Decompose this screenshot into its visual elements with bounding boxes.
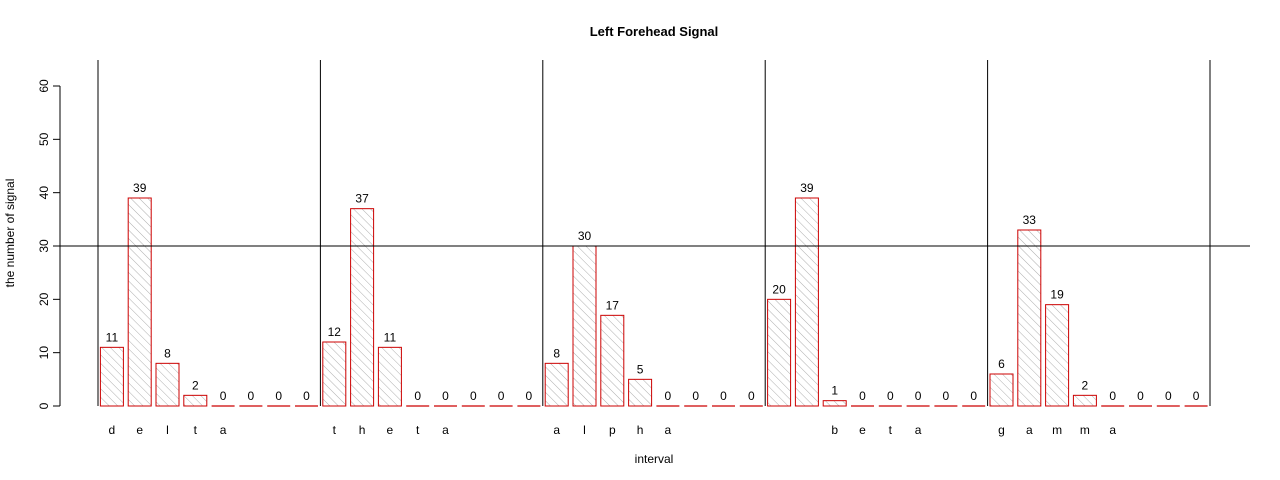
x-letter-label: a [1109, 423, 1116, 437]
x-letter-label: t [416, 423, 420, 437]
data-label: 0 [1137, 389, 1144, 403]
bar [350, 208, 375, 407]
data-label: 0 [470, 389, 477, 403]
data-label: 39 [133, 181, 147, 195]
y-tick-label: 0 [37, 402, 51, 409]
y-tick-label: 20 [37, 292, 51, 306]
y-tick-label: 60 [37, 79, 51, 93]
x-letter-label: t [333, 423, 337, 437]
data-label: 2 [192, 378, 199, 392]
data-label: 0 [748, 389, 755, 403]
bar [155, 362, 180, 407]
bar [989, 373, 1014, 407]
data-label: 0 [665, 389, 672, 403]
data-label: 11 [106, 330, 119, 344]
data-label: 0 [970, 389, 977, 403]
x-letter-label: a [915, 423, 922, 437]
x-letter-label: t [194, 423, 198, 437]
x-letter-label: h [637, 423, 644, 437]
chart-title: Left Forehead Signal [590, 24, 719, 39]
data-label: 0 [248, 389, 255, 403]
x-letter-label: a [553, 423, 560, 437]
data-label: 2 [1082, 378, 1089, 392]
data-label: 0 [1165, 389, 1172, 403]
y-tick-label: 40 [37, 186, 51, 200]
x-letter-label: m [1052, 423, 1062, 437]
bar [1072, 394, 1097, 407]
data-label: 0 [414, 389, 421, 403]
x-letter-label: a [442, 423, 449, 437]
x-letter-label: t [889, 423, 893, 437]
x-letter-label: a [1026, 423, 1033, 437]
bar [1045, 304, 1070, 407]
y-tick-label: 10 [37, 346, 51, 360]
data-label: 0 [915, 389, 922, 403]
x-letter-label: e [387, 423, 394, 437]
data-label: 0 [887, 389, 894, 403]
y-axis: 0 10 20 30 40 50 60 [37, 79, 61, 409]
data-label: 19 [1050, 288, 1064, 302]
bar [377, 346, 402, 407]
data-label: 8 [553, 346, 560, 360]
x-letter-label: l [583, 423, 586, 437]
data-label: 1 [831, 384, 838, 398]
x-letter-label: e [136, 423, 143, 437]
data-label: 20 [772, 282, 786, 296]
data-label: 6 [998, 357, 1005, 371]
y-tick-label: 30 [37, 239, 51, 253]
data-label: 5 [637, 362, 644, 376]
data-label: 0 [303, 389, 310, 403]
data-label: 30 [578, 229, 592, 243]
data-label: 0 [442, 389, 449, 403]
data-label: 0 [692, 389, 699, 403]
data-label: 0 [526, 389, 533, 403]
bar [822, 400, 847, 407]
x-letter-label: a [665, 423, 672, 437]
x-letter-label: d [109, 423, 116, 437]
x-letter-label: e [859, 423, 866, 437]
data-label: 0 [943, 389, 950, 403]
data-label: 12 [328, 325, 342, 339]
bar [99, 346, 124, 407]
x-letter-label: g [998, 423, 1005, 437]
data-label: 17 [606, 298, 620, 312]
data-label: 11 [384, 330, 397, 344]
data-label: 33 [1023, 213, 1037, 227]
group-separators [97, 60, 1211, 406]
data-label: 0 [220, 389, 227, 403]
data-label: 0 [1109, 389, 1116, 403]
x-letter-label: a [220, 423, 227, 437]
x-letter-label: m [1080, 423, 1090, 437]
data-label: 0 [498, 389, 505, 403]
bar [127, 197, 152, 407]
x-letter-label: l [166, 423, 169, 437]
x-letter-label: h [359, 423, 366, 437]
data-label: 39 [800, 181, 814, 195]
bar [1017, 229, 1042, 407]
bar [767, 298, 792, 407]
data-label: 37 [355, 192, 369, 206]
bar [628, 378, 653, 407]
bar [794, 197, 819, 407]
bar [544, 362, 569, 407]
x-axis-label: interval [635, 452, 674, 466]
data-label: 8 [164, 346, 171, 360]
y-axis-label: the number of signal [3, 179, 17, 288]
bar [322, 341, 347, 407]
x-letter-label: b [831, 423, 838, 437]
bar [572, 245, 597, 407]
x-letter-label: p [609, 423, 616, 437]
data-label: 0 [275, 389, 282, 403]
bar [183, 394, 208, 407]
bar [600, 314, 625, 407]
data-label: 0 [1193, 389, 1200, 403]
data-label: 0 [720, 389, 727, 403]
y-tick-label: 50 [37, 132, 51, 146]
data-label: 0 [859, 389, 866, 403]
bars [99, 197, 1208, 407]
